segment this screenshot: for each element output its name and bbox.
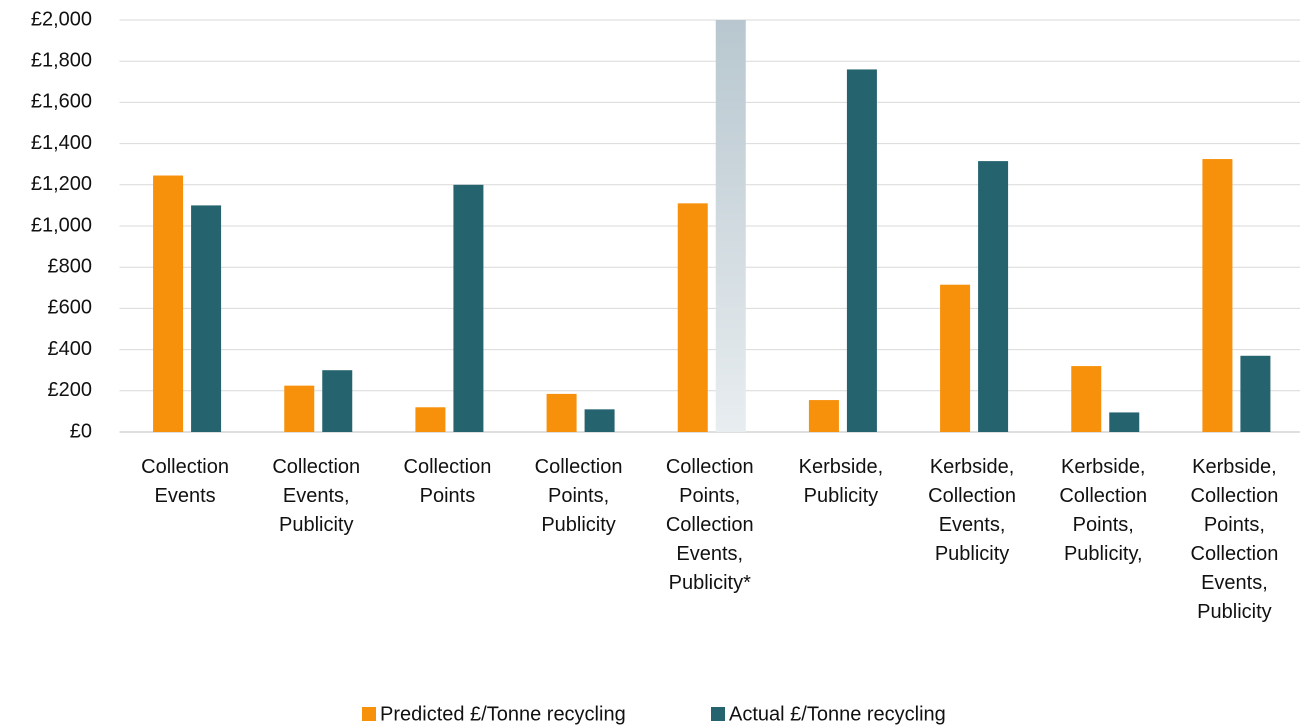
bar [1109,412,1140,432]
y-tick-label: £800 [48,255,93,277]
x-tick-label-line: Kerbside, [799,456,884,478]
x-tick-label: Kerbside, Collection Events, Publicity [928,456,1016,565]
x-tick-label-line: Publicity [279,514,353,536]
x-tick-label: Kerbside, Publicity [799,456,884,507]
y-tick-label: £1,000 [31,214,92,236]
bar [191,205,222,432]
x-tick-label-line: Publicity [541,514,615,536]
y-tick-label: £2,000 [31,8,92,30]
x-tick-label-line: Publicity [935,543,1009,565]
y-tick-label: £200 [48,379,93,401]
bar [584,409,615,432]
bar [284,385,315,432]
x-tick-label-line: Publicity* [669,572,751,594]
x-tick-label-line: Collection [404,456,492,478]
legend-swatch [711,707,725,721]
y-tick-label: £600 [48,297,93,319]
x-tick-label: Collection Points [404,456,492,507]
x-tick-label-line: Collection [272,456,360,478]
bar [322,370,353,432]
x-tick-label-line: Events, [676,543,743,565]
legend-label: Actual £/Tonne recycling [729,703,946,725]
bar [978,161,1009,433]
bar [846,69,877,432]
x-tick-label-line: Collection [666,456,754,478]
x-tick-label-line: Collection [928,485,1016,507]
x-tick-label: Kerbside, Collection Points, Collection Even… [1191,456,1279,623]
x-tick-label-line: Kerbside, [1192,456,1277,478]
bar [677,203,708,432]
x-tick-label: Collection Points, Collection Events, Public… [666,456,754,594]
legend-swatch [362,707,376,721]
x-tick-label: Collection Events [141,456,229,507]
y-tick-label: £1,800 [31,49,92,71]
x-tick-label-line: Collection [1059,485,1147,507]
x-tick-label: Kerbside, Collection Points, Publicity, [1059,456,1147,565]
bar [808,400,839,432]
bar [153,175,184,432]
x-tick-label-line: Events, [939,514,1006,536]
y-tick-label: £1,400 [31,132,92,154]
bar [453,184,484,432]
x-tick-label-line: Collection [1191,485,1279,507]
x-tick-label-line: Events, [283,485,350,507]
bar [1240,355,1271,432]
bar [940,284,971,432]
x-tick-label-line: Collection [535,456,623,478]
x-tick-label-line: Publicity, [1064,543,1143,565]
y-tick-label: £400 [48,338,93,360]
x-tick-label-line: Points, [679,485,740,507]
x-tick-label-line: Kerbside, [1061,456,1146,478]
x-tick-label-line: Publicity [1197,601,1271,623]
x-tick-label-line: Collection [1191,543,1279,565]
bar [1202,159,1233,433]
x-tick-label-line: Points, [1073,514,1134,536]
legend-label: Predicted £/Tonne recycling [380,703,626,725]
bar [1071,366,1102,432]
x-tick-label-line: Points, [1204,514,1265,536]
x-tick-label-line: Publicity [804,485,878,507]
x-tick-label: Collection Points, Publicity [535,456,623,536]
y-tick-label: £0 [70,420,92,442]
x-tick-label: Collection Events, Publicity [272,456,360,536]
bar [715,20,746,432]
y-tick-label: £1,200 [31,173,92,195]
bar [415,407,446,432]
y-tick-label: £1,600 [31,91,92,113]
x-tick-label-line: Collection [666,514,754,536]
bar [546,393,577,432]
x-tick-label-line: Points [420,485,476,507]
x-tick-label-line: Events [155,485,216,507]
x-tick-label-line: Kerbside, [930,456,1015,478]
x-tick-label-line: Points, [548,485,609,507]
x-tick-label-line: Collection [141,456,229,478]
x-tick-label-line: Events, [1201,572,1268,594]
